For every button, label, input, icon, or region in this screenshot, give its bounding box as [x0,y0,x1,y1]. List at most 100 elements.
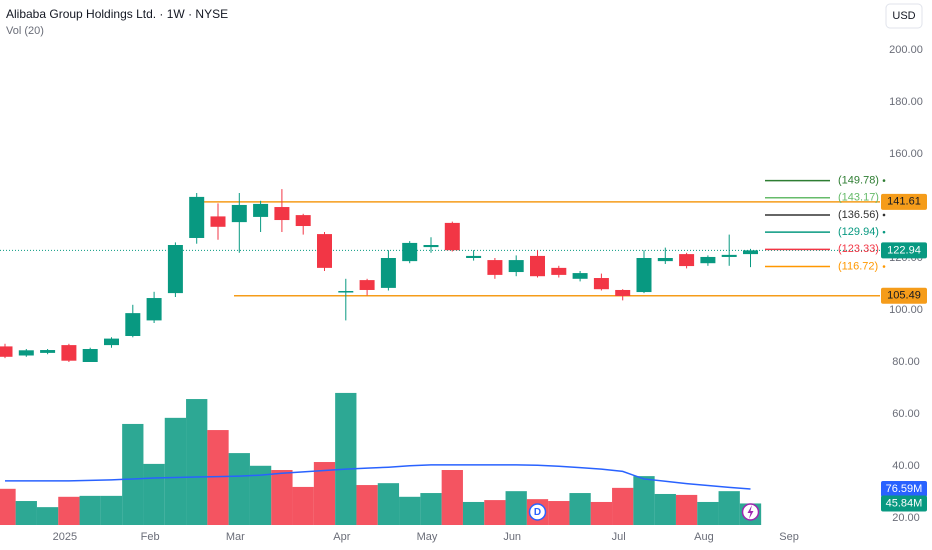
volume-bar [15,501,37,525]
candle-body [402,242,418,262]
candle-body [231,204,247,223]
x-tick-label: Sep [779,531,799,543]
currency-label[interactable]: USD [892,10,915,22]
volume-bar [228,453,250,525]
candle-body [274,207,290,221]
event-label: D [534,507,541,518]
candle-body [189,196,205,238]
volume-bar [356,485,378,525]
volume-bar [122,423,144,525]
volume-tag: 76.59M [886,483,923,495]
candle-body [572,273,588,279]
level-dot [882,213,886,217]
candle-body [636,258,652,293]
volume-bar [420,493,442,525]
candle-body [530,255,545,277]
volume-bar [569,493,591,525]
candle-body [40,350,56,353]
volume-bar [697,501,719,525]
event-marker [528,503,547,521]
volume-bar [590,501,613,525]
y-tick-label: 20.00 [892,512,920,524]
candle-body [466,255,482,258]
candle-body [721,254,737,257]
x-tick-label: Jun [503,531,521,543]
candle-body [380,258,396,288]
candle-body [700,256,716,264]
candle-body [0,346,13,357]
volume-bar [79,495,101,525]
level-label: (123.33) [838,243,879,255]
currency-button[interactable] [885,3,923,29]
candle-body [508,260,524,273]
level-label: (116.72) [838,260,878,272]
y-tick-label: 80.00 [892,356,920,368]
candle-body [82,349,98,362]
volume-ma-line [5,464,751,490]
x-tick-label: Feb [141,531,160,543]
volume-bar [718,491,740,525]
candle-body [551,267,567,275]
volume-bar [143,463,165,525]
volume-bar [0,488,16,525]
candle-body [18,350,34,356]
y-tick-label: 60.00 [892,408,920,420]
y-tick-label: 100.00 [889,304,923,316]
x-tick-label: May [417,531,438,543]
candle-body [317,234,332,268]
level-dot [882,230,886,234]
price-tag: 105.49 [887,290,921,302]
volume-tag-bg [881,481,927,498]
price-tag-bg [881,193,927,210]
candle-body [104,338,119,346]
last-price-tag: 122.94 [887,244,921,256]
price-tag: 141.61 [887,196,921,208]
candle-body [444,222,460,251]
volume-bar [548,501,570,525]
volume-bar [292,486,314,525]
candle-body [615,289,631,296]
candle-body [593,278,609,290]
volume-bar [612,487,634,525]
volume-bar [164,417,187,525]
level-label: (129.94) [838,226,879,238]
candle-body [423,245,439,248]
candle-body [338,291,354,293]
earnings-icon [747,505,754,519]
x-tick-label: 2025 [53,531,77,543]
level-label: (149.78) [838,174,879,186]
volume-bar [654,493,676,525]
y-tick-label: 180.00 [889,96,923,108]
x-tick-label: Aug [694,531,714,543]
volume-bar [462,501,485,525]
volume-bar [441,470,463,525]
chart-title: Alibaba Group Holdings Ltd. · 1W · NYSE [6,7,228,21]
volume-bar [484,500,506,525]
volume-tag-bg [881,495,927,512]
volume-bar [271,470,293,525]
volume-bar [675,494,698,525]
indicator-label: Vol (20) [6,25,44,37]
volume-bar [100,495,123,525]
volume-bar [207,430,229,525]
volume-bar [377,483,400,525]
x-tick-label: Jul [612,531,626,543]
y-tick-label: 40.00 [892,460,920,472]
volume-bar [505,491,527,525]
candle-body [679,254,695,267]
candle-body [743,250,758,255]
candle-body [359,280,375,290]
y-tick-label: 160.00 [889,148,923,160]
volume-bar [58,496,80,525]
candle-body [146,298,162,321]
volume-tag: 45.84M [886,497,923,509]
volume-bar [313,462,336,525]
volume-bar [633,476,655,525]
candle-body [61,345,77,361]
candle-body [253,203,269,217]
level-label: (136.56) [838,209,879,221]
volume-bar [335,392,357,525]
candle-body [210,216,226,227]
level-label: (143.17) [838,192,879,204]
